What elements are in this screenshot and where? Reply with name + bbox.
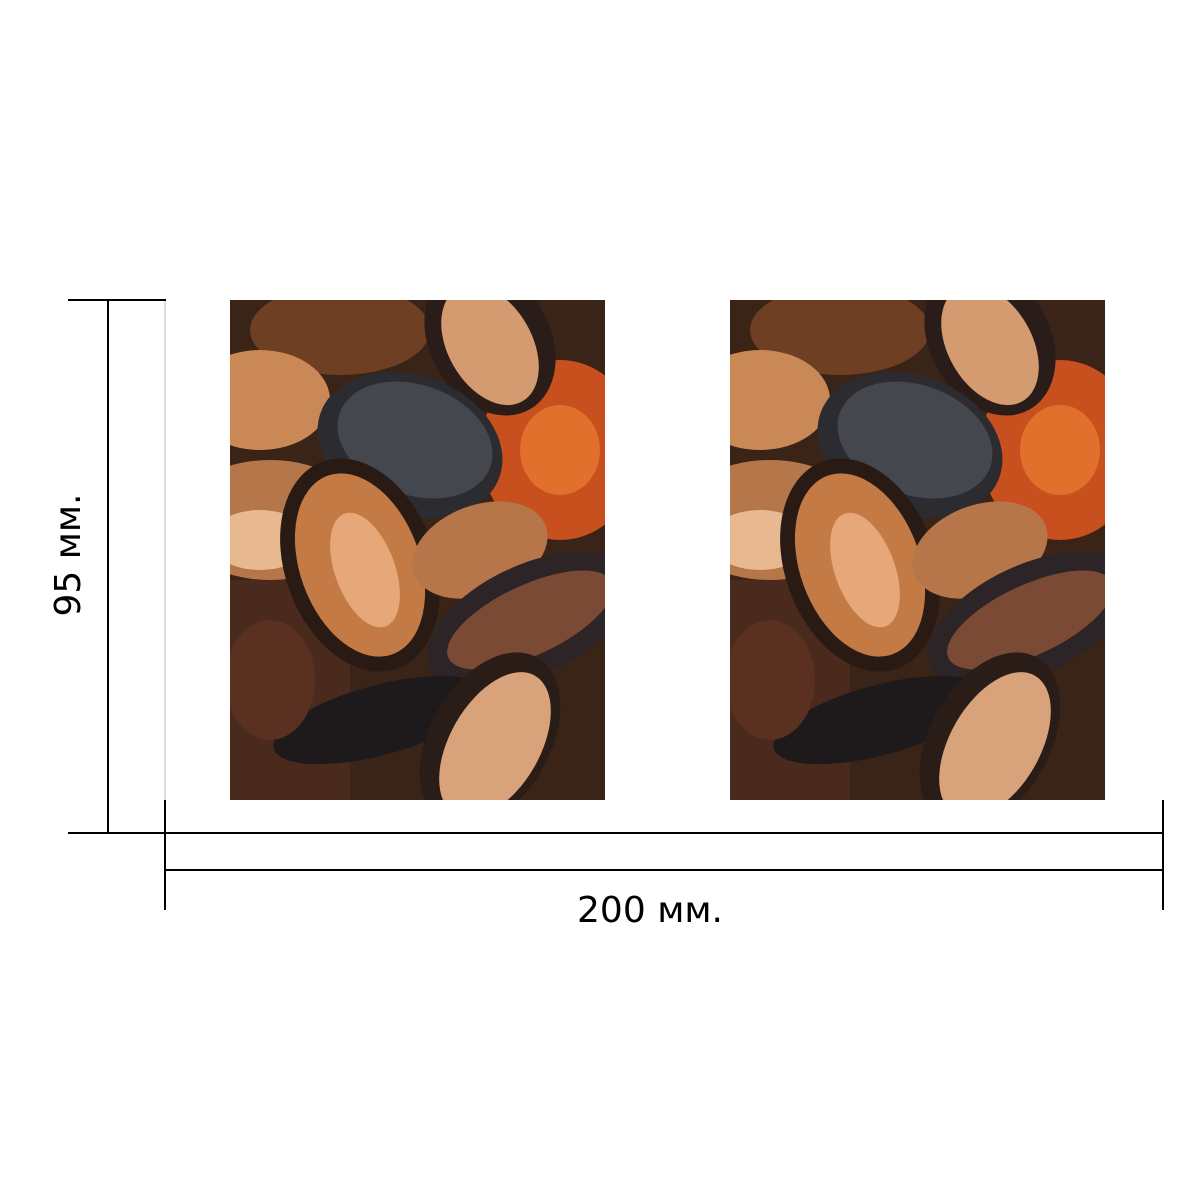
width-dimension: 200 мм. — [164, 800, 1164, 931]
height-label: 95 мм. — [48, 493, 89, 616]
print-image — [675, 241, 1153, 853]
height-dimension: 95 мм. — [48, 299, 166, 834]
width-label: 200 мм. — [577, 890, 723, 931]
print-image — [175, 241, 653, 853]
